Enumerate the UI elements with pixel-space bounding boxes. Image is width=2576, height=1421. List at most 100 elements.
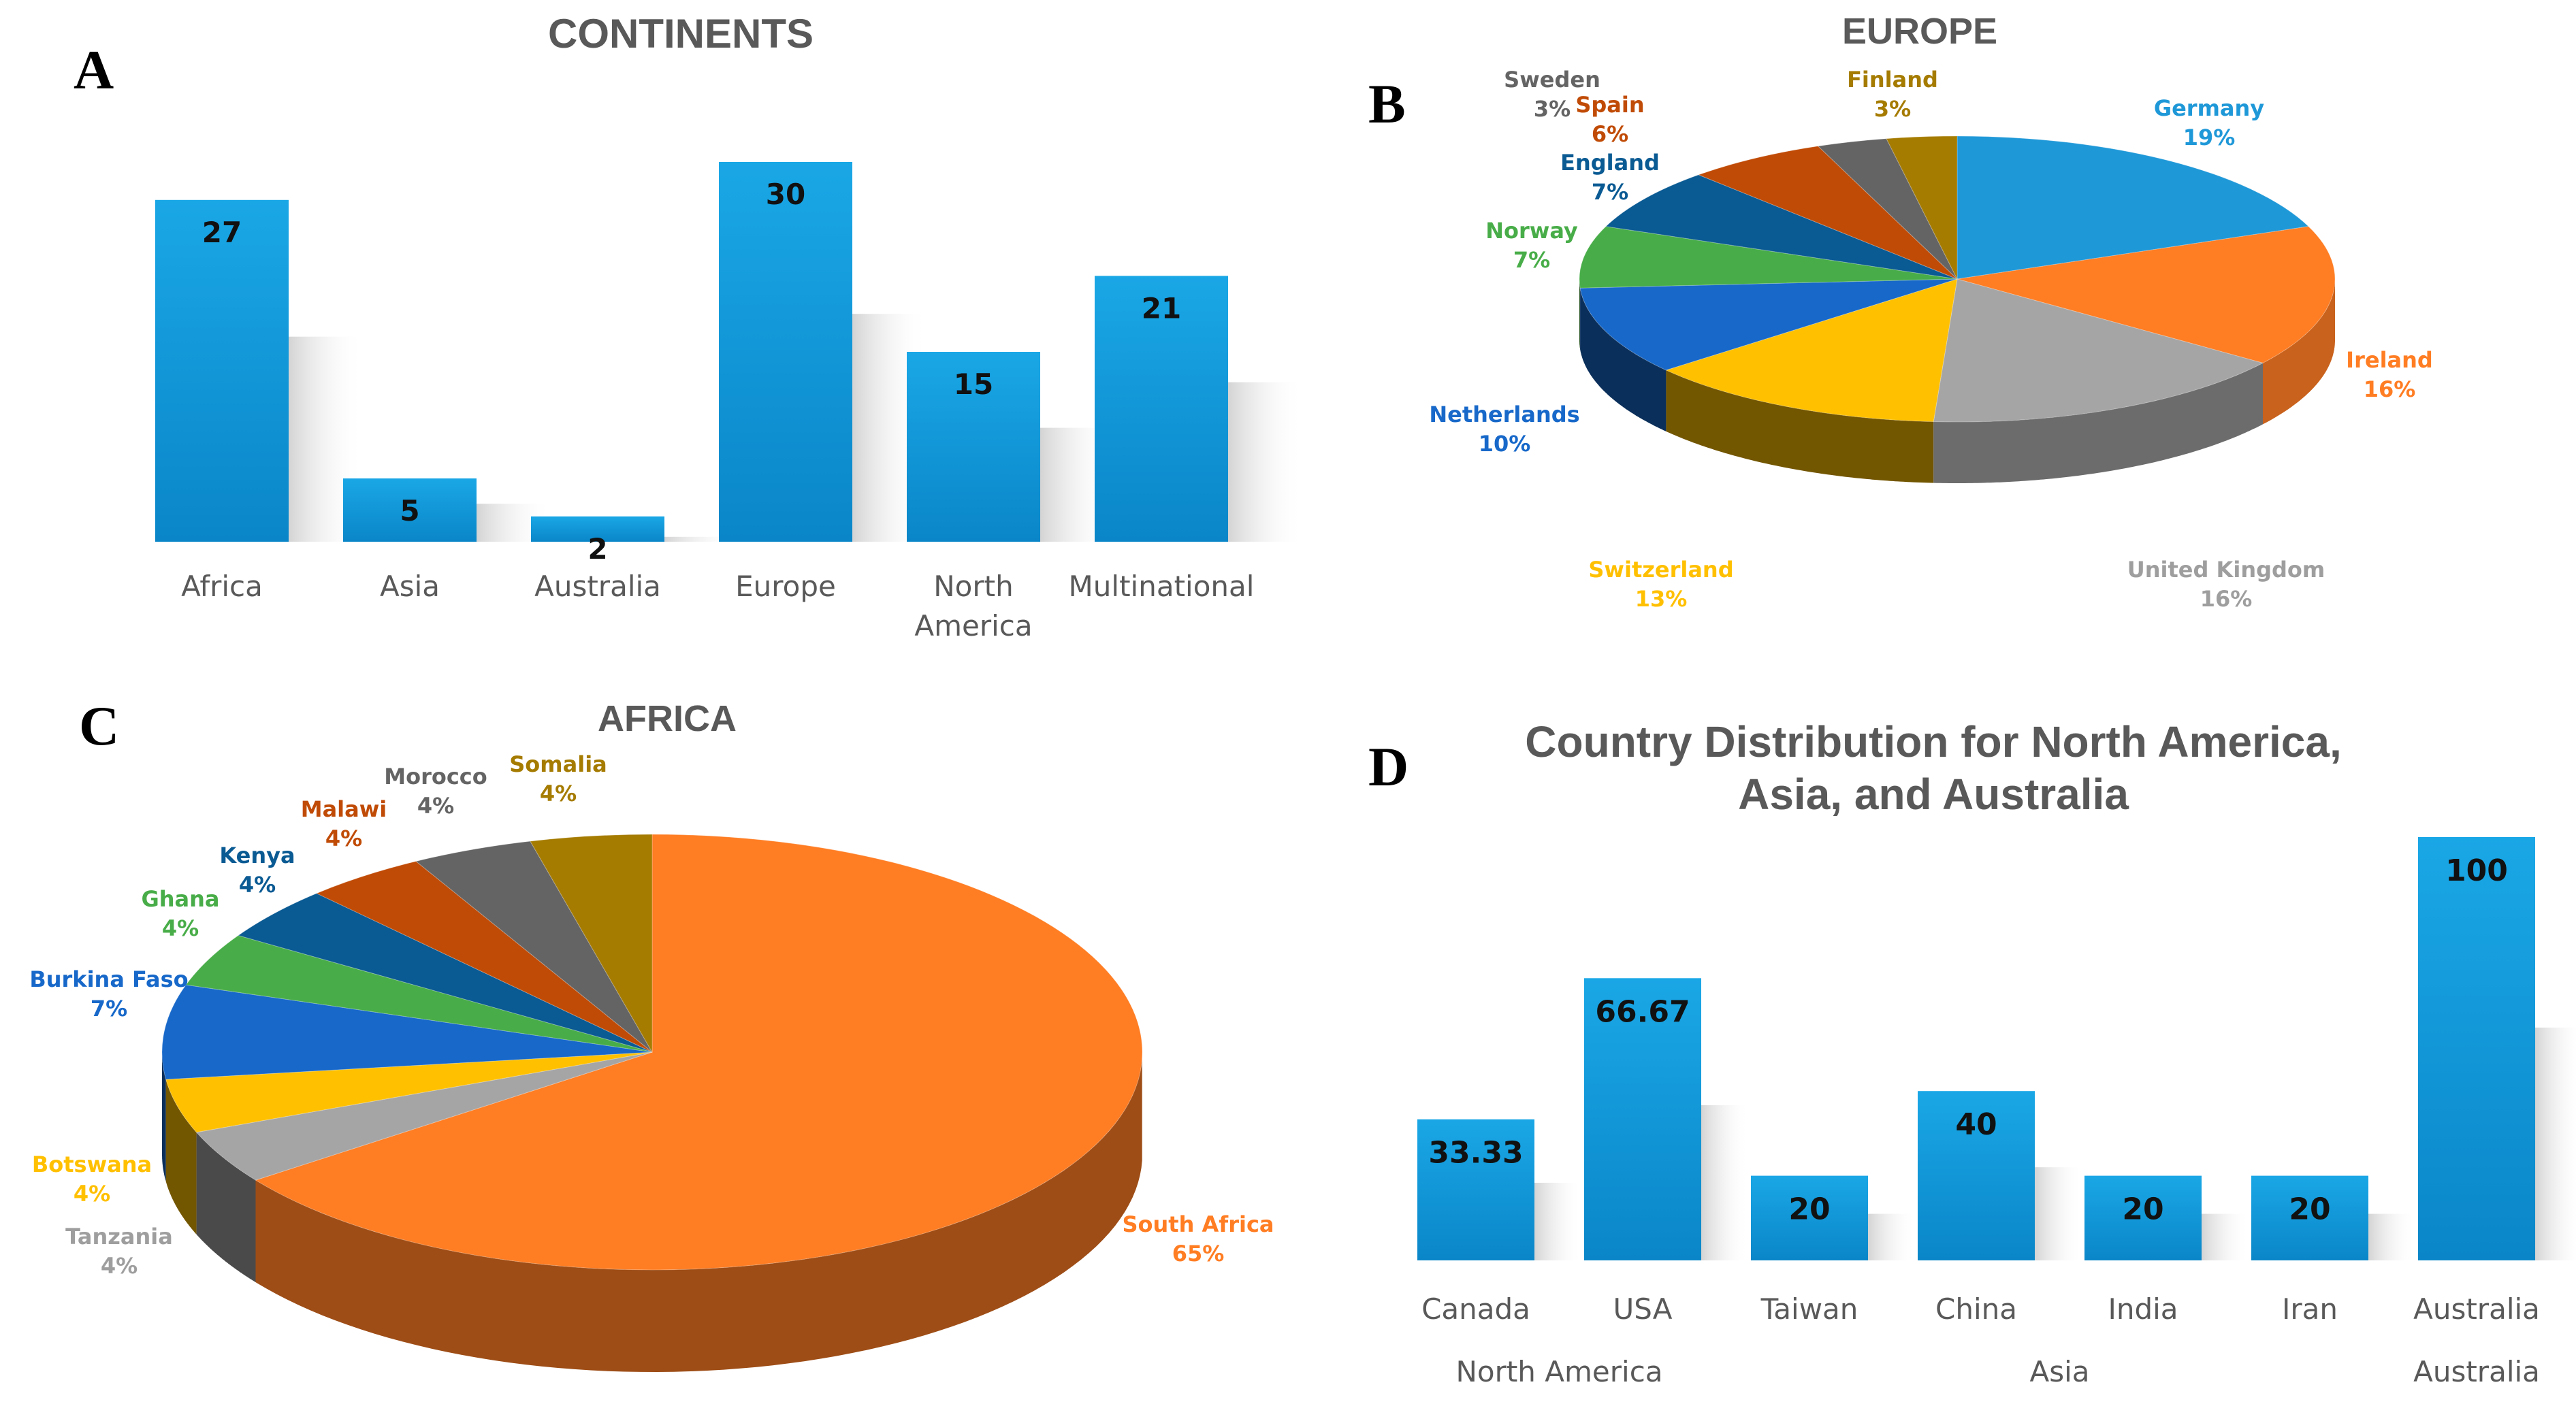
- slice-south-africa: [255, 834, 1143, 1271]
- slice-label-netherlands: Netherlands: [1429, 402, 1579, 427]
- slice-label-england: England: [1560, 150, 1660, 176]
- slice-united-kingdom: [1933, 278, 2264, 423]
- slice-norway: [1579, 226, 1958, 289]
- data-label: 66.67: [1595, 994, 1690, 1029]
- slice-label-switzerland: Switzerland: [1588, 557, 1733, 583]
- slice-somalia: [530, 834, 653, 1054]
- bar-india: [2084, 1175, 2202, 1260]
- bar-shadow: [2035, 1167, 2082, 1260]
- slice-label-tanzania: Tanzania: [65, 1224, 173, 1250]
- slice-pct-norway: 7%: [1513, 247, 1550, 273]
- country-distribution-bar-chart: 33.33 Canada 66.67 USA 20 Taiwan 40 China 20 Indi…: [1417, 837, 2576, 1388]
- group-label-asia: Asia: [2029, 1355, 2089, 1388]
- slice-side-switzerland: [1666, 370, 1934, 483]
- data-label: 20: [2122, 1192, 2163, 1227]
- data-label: 33.33: [1428, 1136, 1523, 1171]
- slice-ghana: [185, 934, 653, 1053]
- slice-pct-morocco: 4%: [417, 793, 454, 819]
- data-label: 2: [587, 532, 607, 566]
- slice-side-norway: [1579, 279, 1581, 350]
- bar-china: [1918, 1091, 2035, 1260]
- slice-pct-kenya: 4%: [239, 872, 276, 898]
- data-label: 15: [954, 368, 993, 401]
- africa-pie-chart: South Africa 65% Tanzania 4% Botswana 4% Burki…: [29, 751, 1274, 1372]
- slice-pct-finland: 3%: [1874, 96, 1911, 122]
- tick-label: China: [1935, 1292, 2017, 1326]
- slice-side-botswana: [165, 1079, 197, 1235]
- panel-b: B EUROPE Germany 19% Ireland 16% United King…: [1287, 0, 2576, 681]
- bar-shadow: [1701, 1105, 1749, 1260]
- slice-label-united-kingdom: United Kingdom: [2127, 557, 2325, 583]
- slice-pct-united-kingdom: 16%: [2200, 586, 2253, 612]
- slice-label-finland: Finland: [1847, 67, 1938, 93]
- panel-d: D Country Distribution for North America…: [1287, 681, 2576, 1421]
- tick-label: North: [933, 570, 1013, 603]
- slice-pct-ghana: 4%: [162, 915, 199, 941]
- tick-label: Australia: [534, 570, 661, 603]
- slice-pct-sweden: 3%: [1534, 96, 1571, 122]
- bar-shadow: [664, 536, 739, 542]
- slice-label-spain: Spain: [1575, 92, 1644, 118]
- panel-letter-b: B: [1368, 73, 1406, 135]
- data-label: 20: [1788, 1192, 1830, 1227]
- group-label-australia: Australia: [2413, 1355, 2540, 1388]
- chart-title-europe: EUROPE: [1841, 11, 1998, 52]
- bar-shadow: [2202, 1213, 2249, 1260]
- tick-label: Australia: [2413, 1292, 2540, 1326]
- bar-iran: [2251, 1175, 2368, 1260]
- panel-letter-c: C: [79, 695, 120, 757]
- europe-pie-chart: Germany 19% Ireland 16% United Kingdom 16% Swi…: [1429, 67, 2433, 612]
- slice-label-norway: Norway: [1485, 218, 1578, 244]
- slice-label-kenya: Kenya: [219, 843, 295, 868]
- slice-pct-burkina-faso: 7%: [91, 996, 127, 1022]
- slice-label-sweden: Sweden: [1504, 67, 1600, 93]
- slice-pct-netherlands: 10%: [1479, 431, 1531, 457]
- slice-morocco: [415, 840, 653, 1053]
- bar-australia: [2418, 837, 2535, 1260]
- slice-label-morocco: Morocco: [384, 764, 487, 789]
- slice-side-ireland: [2263, 279, 2335, 425]
- slice-ireland: [1957, 226, 2336, 363]
- slice-side-tanzania: [196, 1132, 256, 1283]
- bar-europe: [719, 162, 852, 542]
- slice-label-ireland: Ireland: [2346, 347, 2433, 373]
- data-label: 100: [2445, 853, 2508, 888]
- bar-taiwan: [1751, 1175, 1868, 1260]
- data-label: 27: [202, 216, 242, 249]
- slice-pct-botswana: 4%: [74, 1181, 110, 1207]
- slice-label-botswana: Botswana: [32, 1152, 152, 1177]
- slice-kenya: [237, 893, 653, 1053]
- tick-label: Canada: [1421, 1292, 1530, 1326]
- slice-pct-ireland: 16%: [2364, 376, 2416, 402]
- slice-pct-england: 7%: [1592, 179, 1628, 205]
- slice-label-burkina-faso: Burkina Faso: [29, 966, 188, 992]
- slice-pct-somalia: 4%: [540, 781, 577, 806]
- tick-label: Europe: [735, 570, 836, 603]
- slice-pct-switzerland: 13%: [1635, 586, 1688, 612]
- data-label: 5: [400, 494, 419, 527]
- slice-finland: [1886, 135, 1958, 280]
- chart-title-africa: AFRICA: [598, 698, 737, 739]
- tick-label: India: [2108, 1292, 2178, 1326]
- panel-a: A CONTINENTS 27 Africa 5 Asia 2 Australia 30 Eu…: [0, 0, 1303, 681]
- data-label: 21: [1142, 291, 1181, 325]
- slice-label-south-africa: South Africa: [1122, 1211, 1274, 1237]
- tick-label: USA: [1613, 1292, 1673, 1326]
- data-label: 30: [766, 178, 805, 211]
- tick-label: Multinational: [1069, 570, 1255, 603]
- slice-pct-south-africa: 65%: [1172, 1241, 1225, 1267]
- slice-label-germany: Germany: [2154, 95, 2264, 121]
- bar-north-america: [907, 352, 1040, 542]
- panel-letter-a: A: [74, 39, 114, 101]
- slice-side-united-kingdom: [1933, 363, 2263, 483]
- slice-switzerland: [1665, 278, 1958, 423]
- slice-england: [1605, 174, 1958, 280]
- slice-label-malawi: Malawi: [301, 796, 387, 822]
- data-label: 20: [2289, 1192, 2330, 1227]
- bar-africa: [155, 199, 289, 542]
- bar-multinational: [1095, 276, 1228, 542]
- chart-title-country-distribution: Country Distribution for North America, …: [1525, 717, 2342, 819]
- tick-label: Asia: [380, 570, 440, 603]
- bar-canada: [1417, 1119, 1534, 1260]
- slice-pct-germany: 19%: [2183, 125, 2236, 150]
